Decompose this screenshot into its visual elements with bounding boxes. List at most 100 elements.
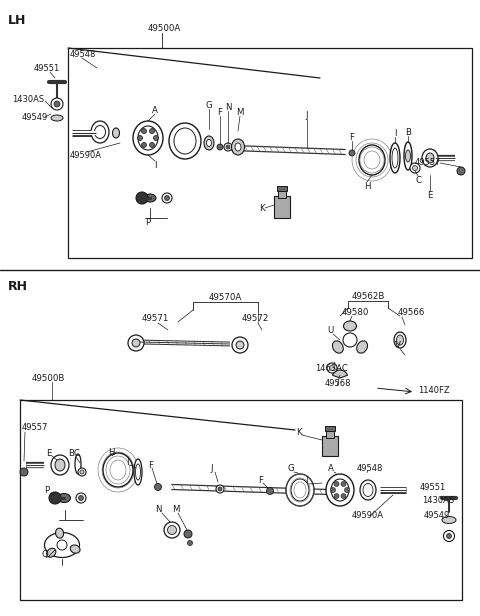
Ellipse shape <box>174 128 196 154</box>
Text: F: F <box>349 132 355 142</box>
Text: 1140FZ: 1140FZ <box>418 386 450 394</box>
Circle shape <box>329 365 335 370</box>
Circle shape <box>132 339 140 347</box>
Circle shape <box>154 136 158 140</box>
Text: J: J <box>210 463 213 472</box>
Text: 49500A: 49500A <box>148 23 181 33</box>
Text: 1463AC: 1463AC <box>315 363 348 373</box>
Text: LH: LH <box>8 14 26 27</box>
Ellipse shape <box>392 148 398 168</box>
Circle shape <box>168 525 177 535</box>
Circle shape <box>184 530 192 538</box>
Text: K: K <box>296 428 302 437</box>
Text: N: N <box>155 506 161 514</box>
Ellipse shape <box>133 121 163 155</box>
Text: M: M <box>236 108 244 116</box>
Ellipse shape <box>426 153 434 163</box>
Wedge shape <box>333 370 348 378</box>
Text: 49551: 49551 <box>34 63 60 73</box>
Circle shape <box>165 195 169 200</box>
Bar <box>325 426 335 431</box>
Circle shape <box>345 487 349 493</box>
Circle shape <box>155 484 161 490</box>
Bar <box>274 196 290 218</box>
Circle shape <box>51 98 63 110</box>
Text: Q: Q <box>42 551 49 559</box>
Text: F: F <box>258 476 263 485</box>
Ellipse shape <box>112 128 120 138</box>
Circle shape <box>412 166 418 171</box>
Text: J: J <box>306 110 308 120</box>
Ellipse shape <box>56 528 64 538</box>
Circle shape <box>349 150 355 156</box>
Circle shape <box>216 485 224 493</box>
Circle shape <box>224 143 232 151</box>
Text: F: F <box>148 461 153 469</box>
Ellipse shape <box>363 484 373 496</box>
Ellipse shape <box>45 532 80 557</box>
Ellipse shape <box>422 149 438 167</box>
Text: M: M <box>172 506 180 514</box>
Ellipse shape <box>95 126 106 139</box>
Circle shape <box>217 144 223 150</box>
Circle shape <box>76 493 86 503</box>
Ellipse shape <box>286 474 314 506</box>
Circle shape <box>136 192 148 204</box>
Text: RH: RH <box>8 280 28 293</box>
Text: 49557: 49557 <box>415 158 442 166</box>
Ellipse shape <box>406 150 410 162</box>
Ellipse shape <box>47 548 56 557</box>
Ellipse shape <box>169 123 201 159</box>
Bar <box>277 186 287 191</box>
Bar <box>322 436 338 456</box>
Text: 49548: 49548 <box>70 49 96 59</box>
Ellipse shape <box>51 115 63 121</box>
Circle shape <box>266 487 274 495</box>
Circle shape <box>343 333 357 347</box>
Ellipse shape <box>231 139 244 155</box>
Circle shape <box>218 487 222 491</box>
Ellipse shape <box>404 142 412 170</box>
Text: U: U <box>327 325 333 334</box>
Text: P: P <box>145 217 151 227</box>
Text: F: F <box>217 108 223 116</box>
Circle shape <box>49 492 61 504</box>
Text: 49562B: 49562B <box>351 291 384 301</box>
Text: I: I <box>394 129 396 137</box>
Ellipse shape <box>442 516 456 524</box>
Ellipse shape <box>138 126 158 150</box>
Text: H: H <box>364 182 370 190</box>
Circle shape <box>164 522 180 538</box>
Ellipse shape <box>390 143 400 173</box>
Bar <box>68 48 472 258</box>
Circle shape <box>128 335 144 351</box>
Circle shape <box>236 341 244 349</box>
Circle shape <box>142 142 146 147</box>
Ellipse shape <box>326 474 354 506</box>
Text: K: K <box>259 203 265 213</box>
Ellipse shape <box>58 493 71 503</box>
Text: 49500B: 49500B <box>32 373 65 383</box>
Text: H: H <box>108 447 115 456</box>
Ellipse shape <box>357 341 368 353</box>
Circle shape <box>226 145 230 149</box>
Circle shape <box>162 193 172 203</box>
Text: A: A <box>152 105 158 115</box>
Text: 49572: 49572 <box>241 314 269 323</box>
Circle shape <box>446 533 452 538</box>
Circle shape <box>54 101 60 107</box>
Text: 49557: 49557 <box>22 423 48 431</box>
Text: G: G <box>205 100 212 110</box>
Ellipse shape <box>55 459 65 471</box>
Ellipse shape <box>344 321 357 331</box>
Ellipse shape <box>75 454 81 474</box>
Bar <box>278 190 286 198</box>
Circle shape <box>188 540 192 546</box>
Ellipse shape <box>235 143 241 151</box>
Text: E: E <box>46 448 51 458</box>
Text: 49590A: 49590A <box>352 511 384 519</box>
Text: B: B <box>405 128 411 137</box>
Circle shape <box>457 167 465 175</box>
Ellipse shape <box>135 464 141 480</box>
Ellipse shape <box>333 341 343 353</box>
